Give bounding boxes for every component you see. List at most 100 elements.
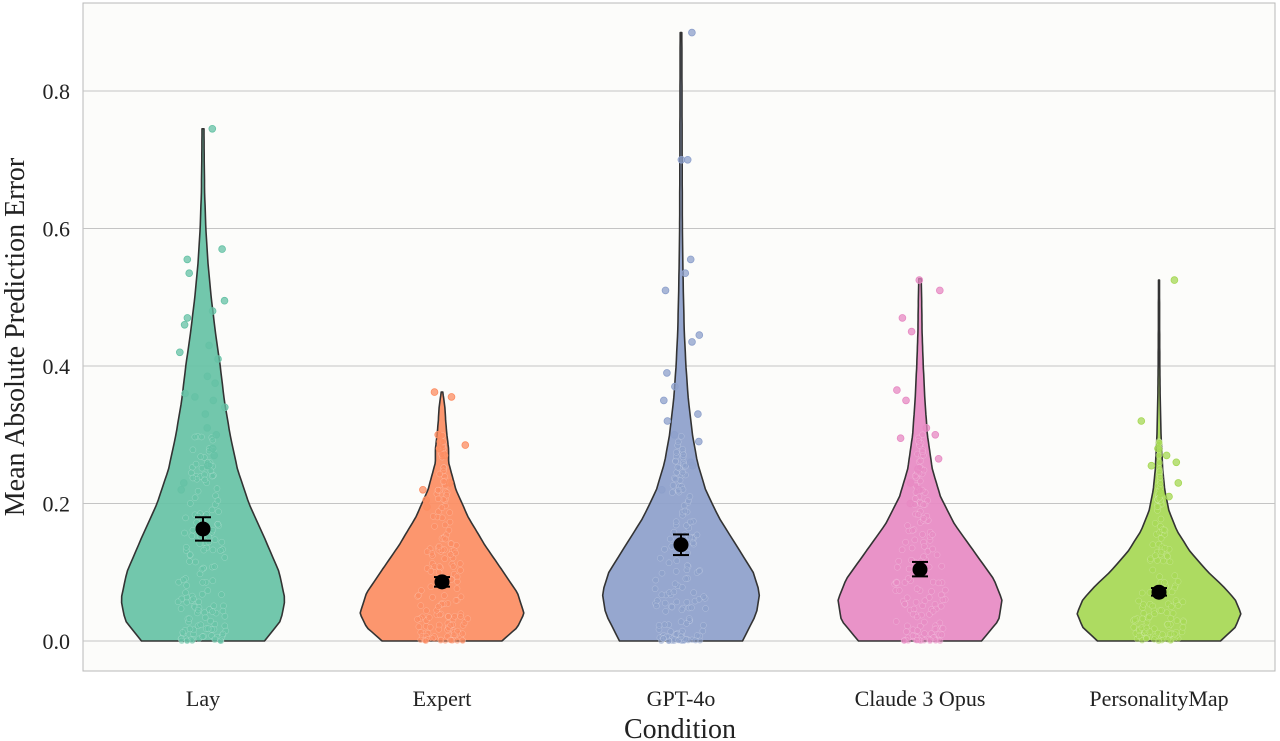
data-point [893, 579, 901, 586]
outlier-point [931, 430, 940, 439]
data-point [415, 592, 422, 599]
data-point [679, 446, 686, 453]
mean-marker [1151, 584, 1167, 600]
data-point [914, 627, 921, 634]
data-point [453, 573, 461, 580]
data-point [655, 622, 663, 629]
data-point [1153, 503, 1161, 510]
outlier-point [183, 255, 192, 264]
data-point [654, 597, 661, 604]
y-axis-label: Mean Absolute Prediction Error [0, 157, 31, 516]
data-point [689, 539, 697, 547]
mean-marker [912, 562, 928, 577]
data-point [933, 551, 941, 559]
data-point [435, 568, 443, 576]
data-point [672, 568, 680, 575]
data-point [199, 579, 206, 586]
data-point [445, 613, 452, 620]
outlier-point [1147, 461, 1156, 470]
data-point [686, 533, 694, 541]
x-tick-label: GPT-4o [647, 686, 716, 711]
data-point [1151, 625, 1158, 633]
data-point [209, 436, 217, 444]
data-point [208, 506, 216, 514]
data-point [911, 472, 919, 480]
data-point [215, 508, 222, 515]
data-point [183, 582, 190, 589]
data-point [209, 608, 216, 615]
data-point [187, 500, 194, 507]
data-point [661, 545, 668, 553]
data-point [909, 527, 916, 534]
outlier-point [896, 434, 905, 443]
outlier-point [212, 430, 221, 439]
outlier-point [445, 479, 454, 487]
data-point [700, 622, 707, 629]
data-point [1164, 620, 1172, 628]
data-point [436, 470, 443, 478]
data-point [683, 566, 691, 574]
data-point [673, 598, 680, 606]
data-point [683, 620, 690, 627]
data-point [895, 587, 903, 594]
data-point [441, 521, 449, 529]
data-point [414, 616, 421, 623]
data-point [1164, 636, 1172, 643]
data-point [1167, 615, 1175, 622]
x-tick-label: Expert [413, 686, 472, 711]
data-point [913, 637, 921, 644]
data-point [657, 554, 664, 562]
data-point [434, 486, 442, 494]
data-point [680, 502, 688, 509]
outlier-point [220, 296, 229, 305]
data-point [211, 536, 219, 543]
data-point [204, 625, 212, 632]
data-point [425, 614, 433, 621]
outlier-point [1172, 458, 1181, 467]
data-point [1156, 459, 1163, 466]
data-point [915, 438, 922, 445]
data-point [920, 466, 928, 474]
data-point [665, 559, 673, 567]
outlier-point [208, 125, 217, 133]
data-point [921, 543, 928, 550]
data-point [447, 551, 454, 558]
data-point [926, 636, 934, 644]
outlier-point [907, 327, 916, 336]
data-point [914, 511, 922, 518]
outlier-point [177, 485, 186, 494]
outlier-point [898, 314, 907, 322]
data-point [1156, 439, 1163, 446]
data-point [904, 522, 911, 529]
data-point [682, 462, 689, 470]
data-point [695, 567, 703, 575]
data-point [673, 557, 681, 564]
data-point [1152, 552, 1159, 559]
outlier-point [1137, 417, 1146, 425]
data-point [211, 635, 219, 643]
data-point [653, 602, 660, 610]
data-point [911, 495, 919, 502]
data-point [435, 495, 442, 503]
data-point [1161, 579, 1168, 586]
data-point [453, 585, 461, 592]
data-point [219, 630, 227, 638]
data-point [183, 637, 191, 645]
data-point [1155, 452, 1162, 459]
data-point [667, 628, 674, 635]
outlier-point [902, 396, 910, 405]
outlier-point [203, 461, 212, 470]
outlier-point [1154, 444, 1162, 453]
data-point [652, 576, 659, 584]
data-point [182, 589, 189, 596]
data-point [188, 532, 196, 540]
mean-marker [434, 574, 450, 590]
data-point [443, 491, 450, 499]
outlier-point [934, 454, 943, 463]
data-point [436, 611, 444, 619]
outlier-point [191, 393, 199, 401]
data-point [1171, 630, 1178, 638]
outlier-point [661, 286, 670, 295]
outlier-point [461, 441, 470, 449]
outlier-point [1157, 489, 1165, 498]
